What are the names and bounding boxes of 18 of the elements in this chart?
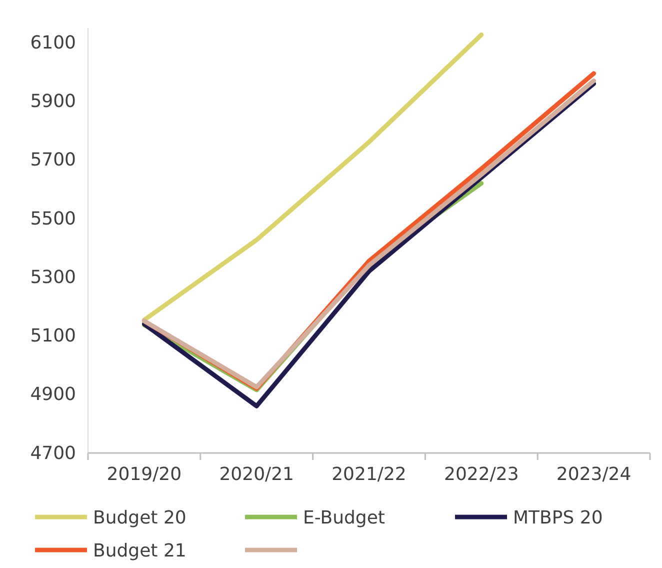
x-tick-label: 2020/21 xyxy=(219,464,294,485)
y-tick-label: 4700 xyxy=(30,442,76,464)
legend-label: E-Budget xyxy=(303,507,385,528)
y-tick-label: 6100 xyxy=(30,32,76,54)
x-tick-label: 2022/23 xyxy=(444,464,519,485)
y-tick-label: 4900 xyxy=(30,384,76,406)
x-tick-label: 2019/20 xyxy=(106,464,182,485)
x-tick-label: 2023/24 xyxy=(556,464,632,485)
y-tick-label: 5900 xyxy=(30,91,76,112)
y-tick-label: 5500 xyxy=(30,208,76,230)
x-tick-label: 2021/22 xyxy=(332,464,406,485)
legend-label: Budget 21 xyxy=(93,540,186,562)
line-series xyxy=(142,32,484,322)
y-tick-label: 5100 xyxy=(30,326,76,347)
y-tick-label: 5300 xyxy=(30,266,76,288)
legend-label: Budget 20 xyxy=(93,507,186,528)
legend-label: MTBPS 20 xyxy=(513,507,603,528)
y-tick-label: 5700 xyxy=(30,150,76,171)
